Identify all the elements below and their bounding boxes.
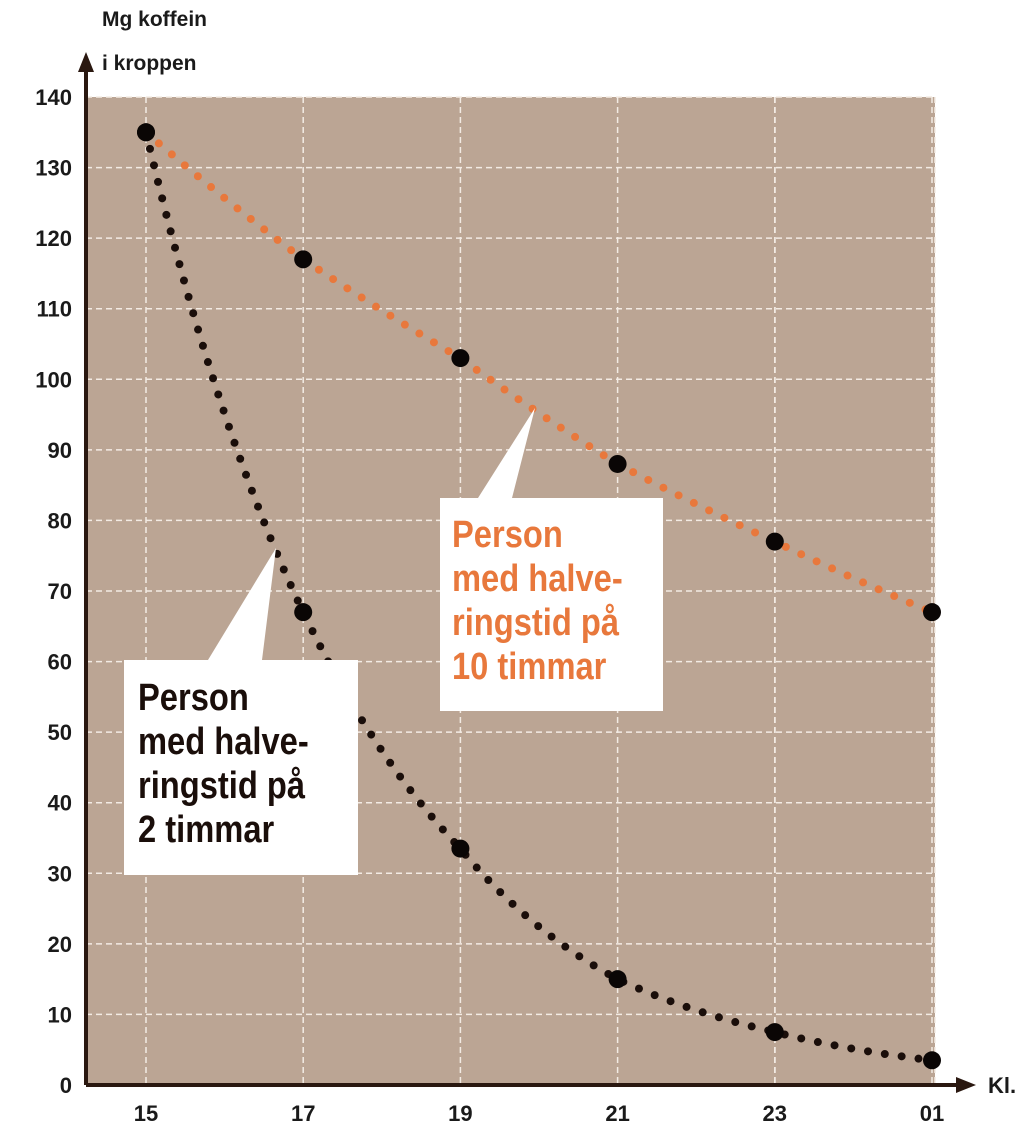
y-tick-label: 110 bbox=[37, 297, 73, 322]
data-point bbox=[765, 532, 784, 551]
callout-10h-box bbox=[440, 408, 663, 711]
data-point bbox=[923, 603, 941, 622]
y-tick-label: 40 bbox=[48, 791, 72, 816]
x-tick-label: 01 bbox=[920, 1101, 944, 1126]
y-tick-label: 30 bbox=[48, 861, 72, 886]
data-point bbox=[294, 603, 313, 622]
y-tick-label: 10 bbox=[48, 1002, 72, 1027]
data-point bbox=[923, 1051, 941, 1070]
y-tick-label: 20 bbox=[48, 932, 72, 957]
y-tick-labels: 0 10 20 30 40 50 60 70 80 90 100 110 120 130 140 bbox=[35, 85, 72, 1098]
data-point bbox=[765, 1023, 784, 1042]
callout-2h-line: 2 timmar bbox=[138, 809, 275, 851]
y-tick-label: 60 bbox=[48, 650, 72, 675]
series-curve-1 bbox=[142, 128, 936, 1065]
callout-10h-line: 10 timmar bbox=[452, 646, 607, 688]
data-point bbox=[451, 349, 470, 368]
y-tick-label: 130 bbox=[35, 156, 72, 181]
x-tick-label: 15 bbox=[134, 1101, 158, 1126]
y-tick-label: 100 bbox=[35, 367, 72, 392]
data-point bbox=[451, 839, 470, 858]
x-tick-label: 23 bbox=[763, 1101, 787, 1126]
callout-2h-box bbox=[124, 548, 358, 875]
callout-10h-line: med halve- bbox=[452, 558, 623, 600]
callout-2h-line: Person bbox=[138, 677, 249, 719]
y-tick-label: 140 bbox=[35, 85, 72, 110]
y-tick-label: 50 bbox=[48, 720, 72, 745]
y-axis-label-line-1: Mg koffein bbox=[102, 8, 207, 31]
callout-2h-text: Person med halve- ringstid på 2 timmar bbox=[138, 676, 309, 852]
data-point bbox=[294, 250, 313, 269]
callout-10h-line: Person bbox=[452, 514, 563, 556]
y-axis-label-line-2: i kroppen bbox=[102, 52, 197, 75]
axes bbox=[78, 52, 976, 1093]
y-tick-label: 70 bbox=[48, 579, 72, 604]
data-point bbox=[608, 970, 627, 989]
x-axis-label: Kl. bbox=[988, 1073, 1016, 1098]
x-tick-label: 19 bbox=[448, 1101, 472, 1126]
x-tick-labels: 15 17 19 21 23 01 bbox=[134, 1101, 944, 1126]
y-tick-label: 90 bbox=[48, 438, 72, 463]
series-lines bbox=[142, 128, 936, 1065]
y-tick-label: 80 bbox=[48, 508, 72, 533]
data-point bbox=[608, 454, 627, 473]
series-curve-0 bbox=[142, 128, 936, 617]
y-tick-label: 0 bbox=[60, 1073, 72, 1098]
x-tick-label: 21 bbox=[605, 1101, 629, 1126]
x-tick-label: 17 bbox=[291, 1101, 315, 1126]
data-points bbox=[137, 123, 941, 1070]
y-axis-arrow bbox=[78, 52, 94, 72]
y-tick-label: 120 bbox=[35, 226, 72, 251]
callout-10h-text: Person med halve- ringstid på 10 timmar bbox=[452, 513, 623, 689]
data-point bbox=[137, 123, 155, 142]
callout-2h-line: med halve- bbox=[138, 721, 309, 763]
x-axis-arrow bbox=[956, 1077, 976, 1093]
callouts bbox=[124, 408, 663, 875]
callout-10h-line: ringstid på bbox=[452, 602, 620, 644]
callout-2h-line: ringstid på bbox=[138, 765, 306, 807]
